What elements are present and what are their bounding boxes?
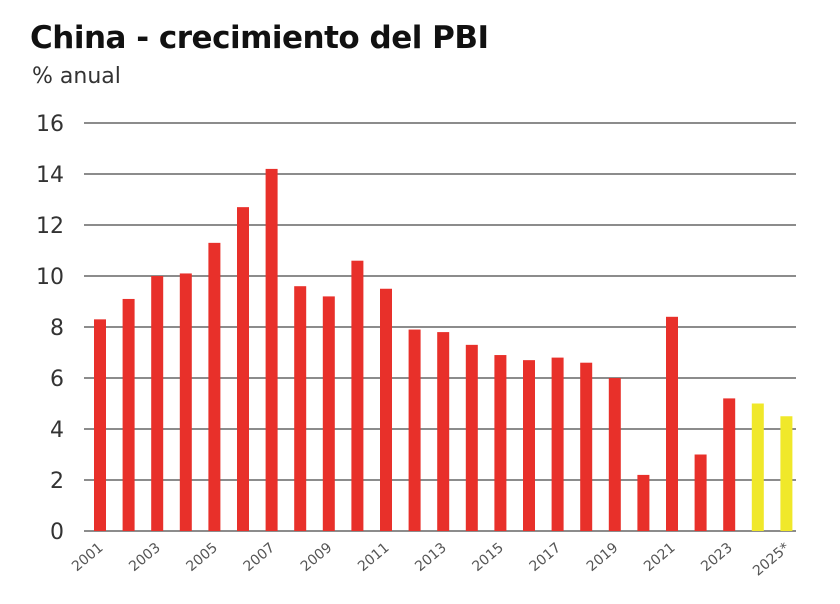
bar-2005 bbox=[208, 242, 221, 531]
bar-2018 bbox=[580, 362, 593, 531]
bar-2003 bbox=[151, 276, 164, 531]
y-tick-label: 0 bbox=[50, 520, 64, 545]
bar-2009 bbox=[322, 296, 335, 531]
bar-2021 bbox=[666, 316, 678, 531]
bar-2024 bbox=[751, 403, 764, 531]
y-tick-label: 4 bbox=[50, 418, 64, 443]
bar-2013 bbox=[437, 332, 450, 531]
bar-2020 bbox=[637, 474, 650, 531]
x-tick-label: 2023 bbox=[698, 540, 736, 575]
x-tick-label: 2001 bbox=[69, 540, 107, 575]
bar-2014 bbox=[465, 344, 478, 531]
bar-2025-projected bbox=[780, 416, 793, 531]
bar-2019 bbox=[608, 378, 621, 531]
bar-2006 bbox=[237, 207, 249, 531]
bar-2004 bbox=[179, 273, 192, 531]
bar-2010 bbox=[351, 260, 364, 531]
x-tick-label: 2013 bbox=[412, 540, 450, 575]
x-tick-label: 2025* bbox=[750, 540, 793, 580]
y-tick-label: 6 bbox=[50, 367, 64, 392]
bar-2011 bbox=[380, 288, 392, 531]
bar-2022 bbox=[694, 454, 707, 531]
x-tick-label: 2009 bbox=[298, 540, 336, 575]
x-tick-label: 2007 bbox=[241, 540, 279, 575]
x-axis: 2001 2003 2005 2007 2009 2011 2013 2015 2017 2019… bbox=[69, 540, 793, 580]
bar-2017 bbox=[551, 357, 564, 531]
chart-subtitle: % anual bbox=[32, 64, 121, 89]
bar-2001 bbox=[94, 319, 106, 531]
y-tick-label: 2 bbox=[50, 469, 64, 494]
bar-2002 bbox=[122, 298, 135, 531]
x-tick-label: 2019 bbox=[584, 540, 622, 575]
y-tick-label: 12 bbox=[36, 214, 64, 239]
x-tick-label: 2005 bbox=[183, 540, 221, 575]
x-tick-label: 2017 bbox=[527, 540, 565, 575]
bar-2015 bbox=[494, 355, 507, 531]
chart-title: China - crecimiento del PBI bbox=[30, 20, 489, 56]
y-tick-label: 16 bbox=[36, 112, 64, 137]
y-axis: 0 2 4 6 8 10 12 14 16 bbox=[36, 112, 64, 545]
x-tick-label: 2003 bbox=[126, 540, 164, 575]
bar-2016 bbox=[523, 360, 535, 531]
x-tick-label: 2015 bbox=[469, 540, 507, 575]
bars bbox=[94, 168, 793, 531]
bar-2023 bbox=[723, 398, 736, 531]
y-tick-label: 14 bbox=[36, 163, 64, 188]
bar-2012 bbox=[408, 329, 421, 531]
x-tick-label: 2021 bbox=[641, 540, 679, 575]
x-tick-label: 2011 bbox=[355, 540, 393, 575]
bar-2007 bbox=[265, 168, 278, 531]
y-tick-label: 10 bbox=[36, 265, 64, 290]
bar-2008 bbox=[294, 286, 307, 531]
y-tick-label: 8 bbox=[50, 316, 64, 341]
